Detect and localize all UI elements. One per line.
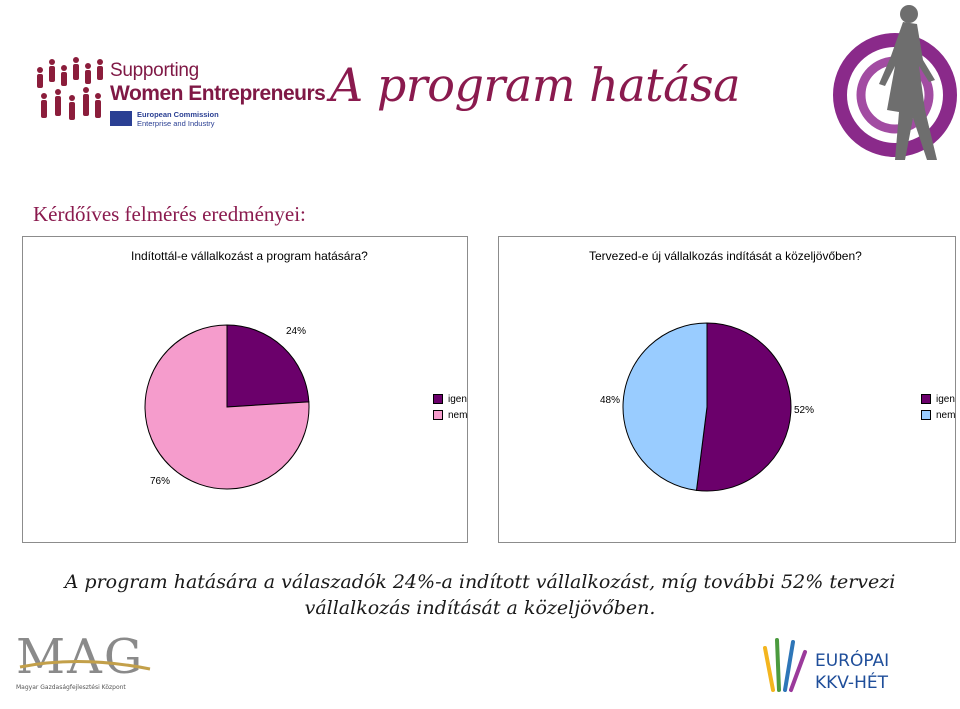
pie-chart-started-business xyxy=(144,324,310,490)
legend-item-igen: igen xyxy=(921,391,955,407)
chart-panel-planning-business: Tervezed-e új vállalkozás indítását a kö… xyxy=(498,236,956,543)
legend-swatch xyxy=(433,410,443,420)
logo-enterprise-industry-text: Enterprise and Industry xyxy=(137,119,215,128)
logo-women-entrepreneurs-text: Women Entrepreneurs xyxy=(110,82,326,105)
pie-label-nem: 76% xyxy=(150,476,171,487)
logo-european-commission-text: European Commission xyxy=(137,110,219,119)
legend-swatch xyxy=(921,410,931,420)
legend-item-igen: igen xyxy=(433,391,467,407)
woman-silhouette-logo xyxy=(833,5,957,160)
conclusion-text: A program hatására a válaszadók 24%-a in… xyxy=(60,569,900,621)
pie-chart-planning-business xyxy=(622,322,792,492)
eu-flag-icon xyxy=(110,111,132,126)
legend-swatch xyxy=(921,394,931,404)
supporting-women-entrepreneurs-logo xyxy=(37,57,103,120)
pie-label-igen: 52% xyxy=(794,405,815,416)
legend-label: nem xyxy=(448,409,468,421)
conclusion-line-2: vállalkozás indítását a közeljövőben. xyxy=(304,597,656,619)
mag-logo-subtext: Magyar Gazdaságfejlesztési Központ xyxy=(16,684,126,691)
legend-swatch xyxy=(433,394,443,404)
survey-results-heading: Kérdőíves felmérés eredményei: xyxy=(33,202,306,226)
mag-logo-text: MAG xyxy=(16,629,144,685)
pie-label-igen: 24% xyxy=(286,326,307,337)
chart-title: Tervezed-e új vállalkozás indítását a kö… xyxy=(589,249,862,263)
legend: igen nem xyxy=(921,391,955,423)
pie-slice-igen xyxy=(226,324,310,408)
europai-kkv-het-logo: EURÓPAI KKV-HÉT xyxy=(763,638,889,693)
pie-slice-igen xyxy=(695,322,792,492)
legend-label: nem xyxy=(936,409,956,421)
pie-slice-nem xyxy=(622,322,708,491)
chart-title: Indítottál-e vállalkozást a program hatá… xyxy=(131,249,368,263)
mag-logo: MAG Magyar Gazdaságfejlesztési Központ xyxy=(16,629,151,691)
page-title: A program hatása xyxy=(330,58,741,112)
conclusion-line-1: A program hatására a válaszadók 24%-a in… xyxy=(64,571,896,593)
chart-panel-started-business: Indítottál-e vállalkozást a program hatá… xyxy=(22,236,468,543)
legend-label: igen xyxy=(448,393,467,405)
logo-supporting-text: Supporting xyxy=(110,60,199,81)
legend-label: igen xyxy=(936,393,955,405)
legend-item-nem: nem xyxy=(433,407,467,423)
eu-week-line-1: EURÓPAI xyxy=(815,649,889,671)
legend-item-nem: nem xyxy=(921,407,955,423)
pie-label-nem: 48% xyxy=(600,395,621,406)
pie-slice-nem xyxy=(144,324,310,490)
eu-week-line-2: KKV-HÉT xyxy=(815,671,889,693)
legend: igen nem xyxy=(433,391,467,423)
